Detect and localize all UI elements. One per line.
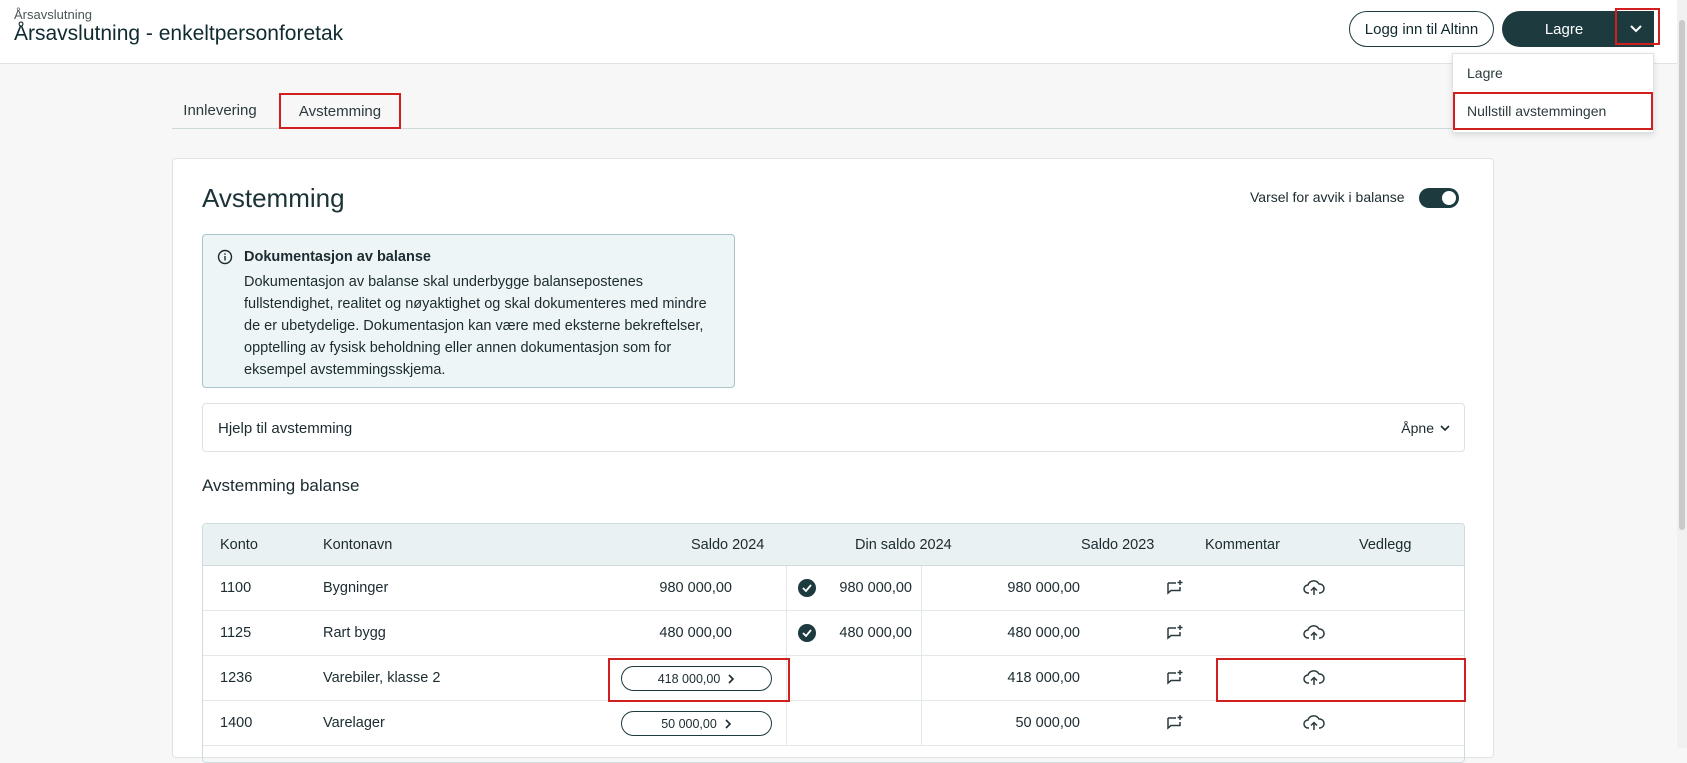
column-divider	[921, 611, 922, 656]
upload-icon[interactable]	[1303, 668, 1325, 688]
table-row: 1236 Varebiler, klasse 2 418 000,00 418 …	[203, 656, 1464, 701]
info-text: Dokumentasjon av balanse skal underbygge…	[244, 274, 707, 378]
saldo-2024-value: 418 000,00	[657, 671, 721, 686]
add-comment-icon[interactable]	[1165, 578, 1185, 598]
cell-saldo-2024: 980 000,00	[659, 580, 732, 596]
cell-konto: 1236	[220, 670, 253, 686]
cell-saldo-2023: 50 000,00	[1015, 715, 1080, 731]
column-divider	[921, 656, 922, 701]
deviation-alert-toggle[interactable]	[1419, 188, 1459, 208]
help-open-toggle[interactable]: Åpne	[1401, 420, 1450, 436]
chevron-right-icon	[728, 673, 735, 684]
col-saldo-2024: Saldo 2024	[691, 537, 765, 553]
upload-icon[interactable]	[1303, 623, 1325, 643]
save-options-toggle[interactable]	[1617, 11, 1654, 47]
scrollbar-thumb[interactable]	[1679, 20, 1685, 530]
save-dropdown-menu: Lagre Nullstill avstemmingen	[1452, 53, 1654, 133]
column-divider	[786, 701, 787, 746]
balance-table: Konto Kontonavn Saldo 2024 Din saldo 202…	[202, 523, 1465, 763]
add-comment-icon[interactable]	[1165, 668, 1185, 688]
saldo-2024-button[interactable]: 418 000,00	[621, 666, 772, 691]
add-comment-icon[interactable]	[1165, 713, 1185, 733]
cell-din-saldo: 480 000,00	[839, 625, 912, 641]
top-bar: Årsavslutning Årsavslutning - enkeltpers…	[0, 0, 1687, 64]
toggle-label: Varsel for avvik i balanse	[1250, 189, 1405, 205]
upload-icon[interactable]	[1303, 713, 1325, 733]
scrollbar[interactable]	[1677, 0, 1687, 748]
cell-saldo-2024: 480 000,00	[659, 625, 732, 641]
tab-avstemming[interactable]: Avstemming	[279, 93, 401, 129]
info-box: Dokumentasjon av balanse Dokumentasjon a…	[202, 234, 735, 388]
table-header: Konto Kontonavn Saldo 2024 Din saldo 202…	[203, 524, 1464, 566]
cell-kontonavn: Bygninger	[323, 580, 389, 596]
col-kommentar: Kommentar	[1205, 537, 1280, 553]
info-title: Dokumentasjon av balanse	[244, 249, 431, 265]
column-divider	[921, 566, 922, 611]
save-button-label: Lagre	[1544, 20, 1584, 38]
card-title: Avstemming	[202, 183, 345, 213]
column-divider	[786, 566, 787, 611]
chevron-down-icon	[1440, 424, 1450, 431]
menu-item-reset-reconciliation[interactable]: Nullstill avstemmingen	[1453, 92, 1653, 130]
add-comment-icon[interactable]	[1165, 623, 1185, 643]
upload-icon[interactable]	[1303, 578, 1325, 598]
page-title: Årsavslutning - enkeltpersonforetak	[14, 22, 344, 45]
cell-konto: 1125	[220, 625, 252, 641]
chevron-right-icon	[725, 718, 731, 729]
table-row: 1125 Rart bygg 480 000,00 480 000,00 480…	[203, 611, 1464, 656]
section-title: Avstemming balanse	[202, 476, 360, 495]
cell-kontonavn: Rart bygg	[323, 625, 386, 641]
table-row: 1100 Bygninger 980 000,00 980 000,00 980…	[203, 566, 1464, 611]
column-divider	[921, 701, 922, 746]
check-icon	[798, 579, 816, 597]
altinn-login-button[interactable]: Logg inn til Altinn	[1349, 11, 1494, 47]
menu-item-save[interactable]: Lagre	[1467, 65, 1503, 81]
cell-saldo-2023: 980 000,00	[1007, 580, 1080, 596]
info-icon	[217, 249, 233, 265]
table-row: 1400 Varelager 50 000,00 50 000,00	[203, 701, 1464, 746]
column-divider	[786, 611, 787, 656]
cell-kontonavn: Varelager	[323, 715, 385, 731]
chevron-down-icon	[1629, 25, 1642, 33]
help-label: Hjelp til avstemming	[218, 420, 353, 437]
cell-saldo-2023: 418 000,00	[1007, 670, 1080, 686]
tab-innlevering[interactable]: Innlevering	[183, 101, 257, 119]
col-saldo-2023: Saldo 2023	[1081, 537, 1155, 553]
col-vedlegg: Vedlegg	[1359, 537, 1412, 553]
saldo-2024-button[interactable]: 50 000,00	[621, 711, 772, 736]
tab-bar: Innlevering Avstemming	[172, 93, 1494, 129]
breadcrumb[interactable]: Årsavslutning	[14, 7, 93, 22]
cell-din-saldo: 980 000,00	[839, 580, 912, 596]
saldo-2024-value: 50 000,00	[661, 716, 717, 731]
col-kontonavn: Kontonavn	[323, 537, 393, 553]
col-din-saldo-2024: Din saldo 2024	[855, 537, 952, 553]
help-open-label: Åpne	[1401, 420, 1434, 436]
check-icon	[798, 624, 816, 642]
help-accordion[interactable]: Hjelp til avstemming Åpne	[202, 403, 1465, 452]
avstemming-card: Avstemming Varsel for avvik i balanse Do…	[172, 158, 1494, 763]
cell-konto: 1100	[220, 580, 252, 596]
cell-konto: 1400	[220, 715, 253, 731]
col-konto: Konto	[220, 537, 258, 553]
cell-kontonavn: Varebiler, klasse 2	[323, 670, 441, 686]
column-divider	[786, 656, 787, 701]
cell-saldo-2023: 480 000,00	[1007, 625, 1080, 641]
